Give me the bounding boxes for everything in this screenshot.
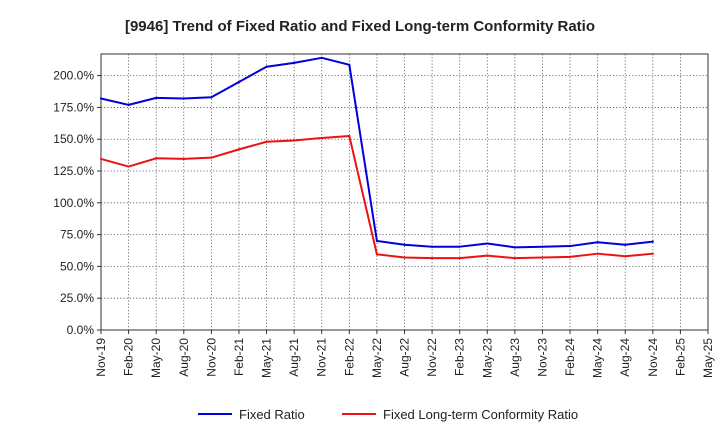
legend-label-2: Fixed Long-term Conformity Ratio (383, 407, 578, 422)
series-point-1 (403, 243, 406, 246)
series-point-1 (182, 97, 185, 100)
y-tick-label: 125.0% (53, 164, 94, 178)
legend: Fixed Ratio Fixed Long-term Conformity Ra… (198, 407, 578, 422)
series-point-2 (624, 255, 627, 258)
axes: Nov-19 Feb-20 May-20 Aug-20 Nov-20 Feb-21 May-… (53, 53, 715, 378)
series-point-1 (568, 244, 572, 248)
x-tick-label: Nov-21 (315, 338, 329, 377)
y-tick-label: 100.0% (53, 196, 94, 210)
legend-label-1: Fixed Ratio (239, 407, 305, 422)
y-tick-label: 50.0% (60, 259, 94, 273)
series-point-2 (375, 253, 379, 256)
series-point-2 (182, 157, 185, 161)
series-point-1 (155, 96, 158, 99)
x-tick-label: Aug-24 (618, 338, 632, 377)
x-tick-label: Feb-20 (122, 338, 136, 376)
x-tick-label: Nov-24 (646, 338, 660, 377)
x-tick-label: May-21 (260, 338, 274, 378)
series-point-1 (320, 56, 323, 59)
series-point-2 (99, 157, 103, 161)
series-point-1 (99, 97, 103, 100)
y-tick-label: 75.0% (60, 228, 94, 242)
y-tick-label: 150.0% (53, 132, 94, 146)
series-point-1 (375, 239, 379, 243)
series-point-1 (541, 245, 544, 248)
x-tick-label: Nov-23 (535, 338, 549, 377)
series-point-2 (486, 254, 489, 257)
series-point-1 (348, 63, 351, 66)
series-lines (99, 56, 654, 260)
x-tick-label: May-24 (591, 338, 605, 378)
x-tick-label: May-25 (701, 338, 715, 378)
x-tick-label: Aug-23 (508, 338, 522, 377)
x-tick-label: May-20 (149, 338, 163, 378)
series-point-2 (155, 157, 158, 160)
x-tick-label: Aug-20 (177, 338, 191, 377)
series-point-2 (513, 257, 516, 260)
x-tick-label: May-22 (370, 338, 384, 378)
series-point-1 (430, 245, 434, 248)
series-point-2 (210, 156, 213, 159)
x-tick-label: Nov-20 (204, 338, 218, 377)
x-tick-label: Feb-21 (232, 338, 246, 376)
series-point-2 (403, 256, 406, 259)
series-point-1 (210, 96, 213, 99)
x-tick-label: Feb-24 (563, 338, 577, 376)
x-tick-label: Nov-19 (94, 338, 108, 377)
y-tick-label: 0.0% (67, 323, 95, 337)
series-point-1 (624, 243, 627, 246)
x-tick-label: Nov-22 (425, 338, 439, 377)
y-tick-label: 175.0% (53, 100, 94, 114)
series-point-2 (293, 139, 296, 142)
x-tick-label: May-23 (480, 338, 494, 378)
series-point-1 (237, 80, 241, 84)
x-tick-label: Aug-21 (287, 338, 301, 377)
series-point-1 (651, 240, 654, 243)
x-tick-label: Feb-25 (673, 338, 687, 376)
series-point-2 (265, 140, 268, 143)
plot-frame (100, 53, 709, 331)
series-point-2 (348, 134, 351, 138)
series-point-1 (265, 65, 268, 68)
series-point-1 (127, 103, 130, 106)
series-point-2 (320, 136, 323, 140)
series-point-2 (568, 255, 572, 258)
series-point-1 (458, 245, 461, 248)
series-point-1 (596, 241, 599, 244)
series-point-2 (651, 252, 654, 255)
series-point-1 (486, 242, 489, 245)
x-tick-label: Feb-22 (342, 338, 356, 376)
series-point-2 (237, 148, 241, 151)
series-point-1 (293, 61, 296, 65)
series-point-2 (596, 252, 599, 255)
y-tick-label: 25.0% (60, 291, 94, 305)
chart-title: [9946] Trend of Fixed Ratio and Fixed Lo… (125, 18, 595, 35)
series-point-2 (541, 256, 544, 259)
series-point-1 (513, 246, 516, 249)
series-point-2 (127, 165, 130, 168)
x-tick-label: Feb-23 (453, 338, 467, 376)
x-tick-label: Aug-22 (398, 338, 412, 377)
series-point-2 (430, 257, 434, 260)
series-point-2 (458, 257, 461, 260)
y-tick-label: 200.0% (53, 69, 94, 83)
grid-lines (101, 54, 708, 330)
